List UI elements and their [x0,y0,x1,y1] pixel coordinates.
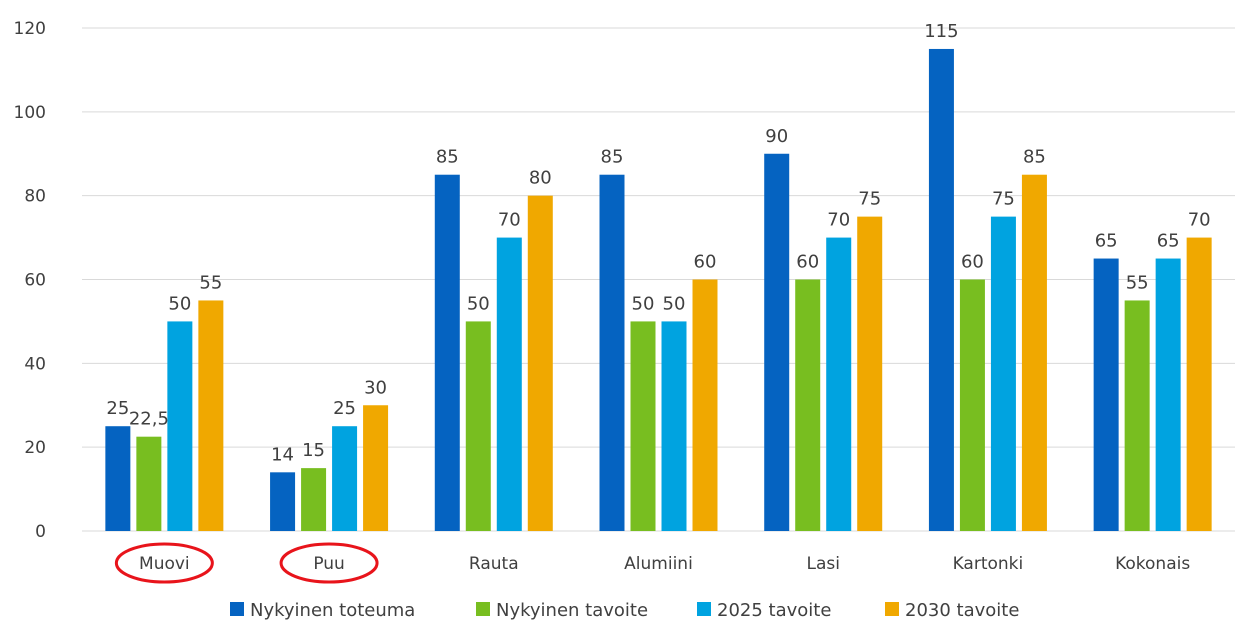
bar-puu-series-1 [301,468,327,531]
data-label: 65 [1157,231,1180,252]
data-label: 22,5 [129,409,169,430]
data-label: 55 [1126,272,1149,293]
bar-rauta-series-1 [465,321,491,531]
category-label-lasi: Lasi [806,554,839,574]
bar-kartonki-series-0 [928,48,954,531]
category-label-alumiini: Alumiini [624,554,693,574]
data-label: 14 [271,444,294,465]
bar-kokonais-series-0 [1093,258,1119,531]
data-label: 25 [333,398,356,419]
bar-muovi-series-1 [136,436,162,531]
bar-kokonais-series-2 [1155,258,1181,531]
data-label: 70 [498,210,521,231]
legend: Nykyinen toteuma Nykyinen tavoite 2025 tav… [230,600,1019,621]
legend-label-2: 2025 tavoite [717,600,831,621]
data-label: 70 [827,210,850,231]
bar-puu-series-3 [363,405,389,531]
data-label: 30 [364,377,387,398]
legend-label-0: Nykyinen toteuma [250,600,415,621]
y-tick-label: 80 [24,187,46,207]
legend-swatch-0 [230,602,244,616]
legend-label-1: Nykyinen tavoite [496,600,648,621]
y-tick-label: 120 [14,19,46,39]
bar-lasi-series-0 [764,153,790,531]
category-label-kokonais: Kokonais [1115,554,1190,574]
bar-alumiini-series-2 [661,321,687,531]
bar-lasi-series-1 [795,279,821,531]
data-label: 90 [765,126,788,147]
data-label: 115 [924,21,958,42]
data-label: 60 [796,252,819,273]
category-label-rauta: Rauta [469,554,519,574]
data-label: 85 [601,147,624,168]
data-label: 55 [199,272,222,293]
data-label: 50 [632,293,655,314]
bar-muovi-series-0 [105,426,131,531]
data-label: 50 [663,293,686,314]
data-label: 15 [302,440,325,461]
y-tick-label: 0 [35,522,46,542]
data-label: 60 [694,252,717,273]
data-label: 60 [961,252,984,273]
data-label: 85 [436,147,459,168]
category-label-puu: Puu [313,554,345,574]
bar-rauta-series-3 [527,195,553,531]
legend-swatch-1 [476,602,490,616]
gridlines [82,27,1235,532]
bar-lasi-series-3 [857,216,883,531]
category-label-muovi: Muovi [139,554,190,574]
data-label: 25 [106,398,129,419]
bar-kokonais-series-1 [1124,300,1150,531]
data-label: 75 [858,189,881,210]
bar-puu-series-0 [270,472,296,531]
y-tick-label: 60 [24,271,46,291]
bar-kartonki-series-1 [959,279,985,531]
bar-kokonais-series-3 [1186,237,1212,532]
bar-kartonki-series-3 [1021,174,1047,532]
bar-lasi-series-2 [826,237,852,532]
data-label: 85 [1023,147,1046,168]
data-label: 80 [529,168,552,189]
legend-swatch-3 [885,602,899,616]
data-label: 65 [1095,231,1118,252]
x-axis-categories: Muovi Puu Rauta Alumiini Lasi Kartonki Kokonai… [114,542,1190,584]
y-tick-label: 40 [24,354,46,374]
bar-alumiini-series-0 [599,174,625,532]
bar-kartonki-series-2 [990,216,1016,531]
bar-muovi-series-3 [198,300,224,531]
category-label-kartonki: Kartonki [953,554,1024,574]
data-label: 70 [1188,210,1211,231]
data-label: 75 [992,189,1015,210]
bars [105,48,1212,532]
bar-rauta-series-0 [434,174,460,532]
legend-swatch-2 [697,602,711,616]
legend-label-3: 2030 tavoite [905,600,1019,621]
bar-alumiini-series-3 [692,279,718,531]
highlight-circle-puu [279,542,379,584]
data-label: 50 [168,293,191,314]
y-axis-ticks: 0 20 40 60 80 100 120 [14,19,46,542]
y-tick-label: 20 [24,438,46,458]
bar-puu-series-2 [332,426,358,531]
bar-muovi-series-2 [167,321,193,531]
bar-rauta-series-2 [496,237,522,532]
y-tick-label: 100 [14,103,46,123]
data-label: 50 [467,293,490,314]
highlight-circle-muovi [114,542,214,584]
bar-alumiini-series-1 [630,321,656,531]
